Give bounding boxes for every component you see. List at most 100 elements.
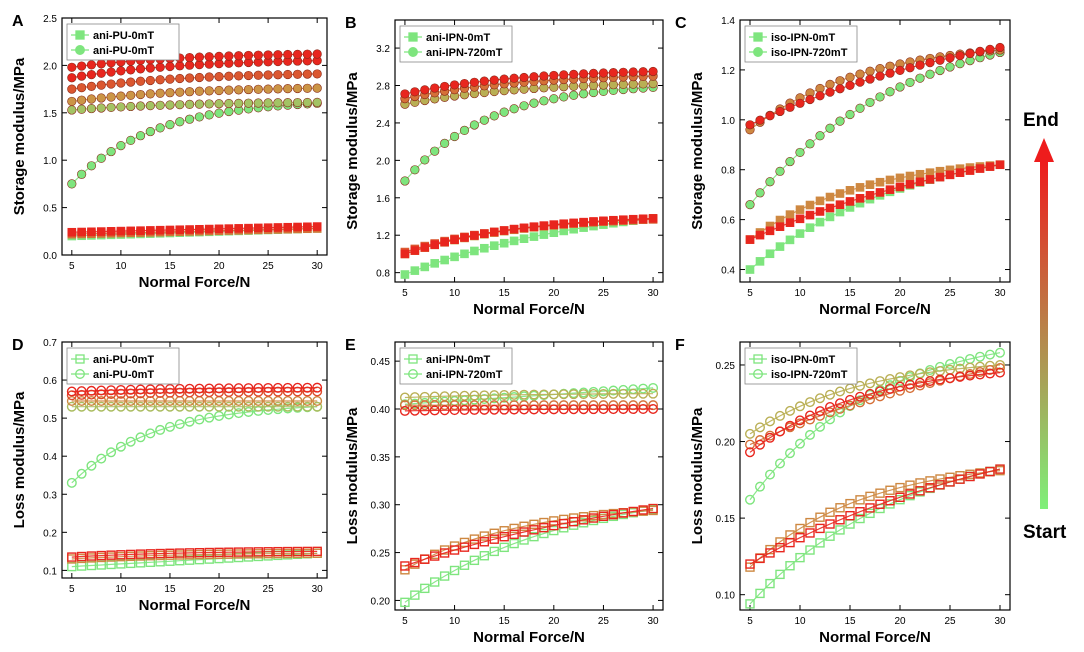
data-point-circle bbox=[795, 401, 806, 412]
data-point-circle bbox=[499, 389, 510, 400]
data-point-square bbox=[253, 547, 263, 557]
data-point-circle bbox=[430, 146, 440, 156]
data-point-circle bbox=[905, 383, 916, 394]
data-point-circle bbox=[430, 83, 440, 93]
data-point-square bbox=[489, 546, 499, 557]
x-tick-label: 15 bbox=[844, 616, 856, 627]
data-point-circle bbox=[925, 69, 935, 79]
data-point-circle bbox=[224, 71, 234, 81]
data-point-circle bbox=[755, 439, 766, 450]
data-point-circle bbox=[135, 131, 146, 141]
data-point-square bbox=[875, 499, 885, 509]
data-point-circle bbox=[955, 51, 965, 61]
data-point-square bbox=[815, 217, 825, 227]
data-point-circle bbox=[86, 103, 97, 114]
data-point-circle bbox=[253, 98, 263, 108]
data-point-circle bbox=[116, 78, 126, 88]
data-point-square bbox=[825, 519, 835, 529]
data-point-square bbox=[214, 547, 224, 558]
data-point-circle bbox=[283, 98, 293, 108]
data-point-square bbox=[785, 235, 795, 245]
data-point-square bbox=[420, 554, 430, 564]
data-point-circle bbox=[775, 106, 785, 117]
data-point-square bbox=[845, 186, 855, 195]
series-circle bbox=[745, 42, 1005, 210]
data-point-square bbox=[895, 182, 905, 192]
chart-panel-B: B 5 10 15 20 25 30 0.8 1.2 1.6 2.0 2.4 2.8 3.2 Normal … bbox=[344, 15, 664, 318]
data-point-circle bbox=[499, 404, 510, 415]
data-point-circle bbox=[985, 349, 996, 360]
panel-label: E bbox=[345, 337, 356, 354]
data-point-square bbox=[795, 552, 805, 563]
data-point-square bbox=[935, 474, 945, 484]
data-point-square bbox=[195, 224, 204, 234]
data-point-circle bbox=[875, 71, 885, 81]
data-point-circle bbox=[628, 67, 638, 77]
data-point-circle bbox=[126, 101, 136, 112]
data-point-circle bbox=[855, 69, 865, 79]
data-point-circle bbox=[598, 386, 609, 397]
data-point-square bbox=[509, 224, 519, 234]
data-point-circle bbox=[785, 420, 796, 431]
data-point-circle bbox=[273, 84, 283, 94]
data-point-circle bbox=[539, 71, 549, 81]
data-point-square bbox=[509, 236, 519, 246]
data-point-circle bbox=[194, 112, 205, 122]
data-point-circle bbox=[164, 421, 175, 432]
x-tick-label: 20 bbox=[213, 261, 225, 272]
data-point-circle bbox=[805, 429, 816, 440]
data-point-square bbox=[905, 489, 915, 499]
data-point-square bbox=[77, 227, 86, 237]
data-point-square bbox=[805, 223, 815, 232]
y-tick-label: 0.3 bbox=[43, 490, 57, 501]
data-point-circle bbox=[204, 412, 215, 423]
data-point-circle bbox=[795, 415, 806, 426]
data-point-circle bbox=[194, 72, 205, 83]
data-point-circle bbox=[965, 48, 975, 59]
data-point-circle bbox=[106, 92, 116, 102]
data-point-circle bbox=[96, 153, 106, 163]
data-point-square bbox=[410, 557, 420, 568]
data-point-circle bbox=[835, 116, 845, 126]
data-point-circle bbox=[865, 378, 876, 389]
data-point-square bbox=[469, 555, 480, 566]
data-point-circle bbox=[825, 79, 835, 90]
data-point-square bbox=[440, 237, 449, 247]
y-tick-label: 0.4 bbox=[721, 266, 735, 277]
data-point-square bbox=[795, 533, 805, 543]
data-point-circle bbox=[935, 65, 945, 76]
data-point-circle bbox=[815, 393, 826, 404]
data-point-circle bbox=[243, 406, 254, 417]
data-point-circle bbox=[945, 373, 956, 384]
data-point-circle bbox=[648, 388, 659, 399]
data-point-circle bbox=[204, 72, 214, 82]
data-point-circle bbox=[282, 401, 293, 412]
y-tick-label: 1.2 bbox=[721, 66, 735, 77]
data-point-square bbox=[965, 166, 975, 175]
data-point-circle bbox=[558, 389, 569, 400]
data-point-square bbox=[559, 518, 569, 529]
data-point-circle bbox=[765, 416, 776, 427]
data-point-circle bbox=[155, 384, 166, 395]
data-point-circle bbox=[845, 400, 856, 411]
data-point-circle bbox=[449, 80, 460, 90]
data-point-square bbox=[244, 223, 253, 233]
y-tick-label: 1.2 bbox=[376, 231, 390, 242]
data-point-circle bbox=[155, 401, 166, 412]
data-point-circle bbox=[618, 388, 629, 399]
data-point-circle bbox=[184, 416, 195, 427]
data-point-square bbox=[835, 515, 845, 525]
data-point-square bbox=[293, 222, 302, 232]
data-point-circle bbox=[745, 428, 756, 439]
chart-panel-F: F 5 10 15 20 25 30 0.10 0.15 0.20 0.25 Normal Force… bbox=[675, 337, 1011, 646]
legend-box bbox=[399, 347, 513, 385]
data-point-square bbox=[234, 224, 243, 233]
data-point-square bbox=[895, 482, 905, 493]
legend: iso-IPN-0mT iso-IPN-720mT bbox=[744, 347, 858, 385]
data-point-square bbox=[618, 215, 628, 225]
data-point-circle bbox=[175, 100, 185, 110]
data-point-circle bbox=[528, 389, 539, 400]
data-point-circle bbox=[945, 53, 955, 63]
data-point-circle bbox=[155, 424, 166, 435]
